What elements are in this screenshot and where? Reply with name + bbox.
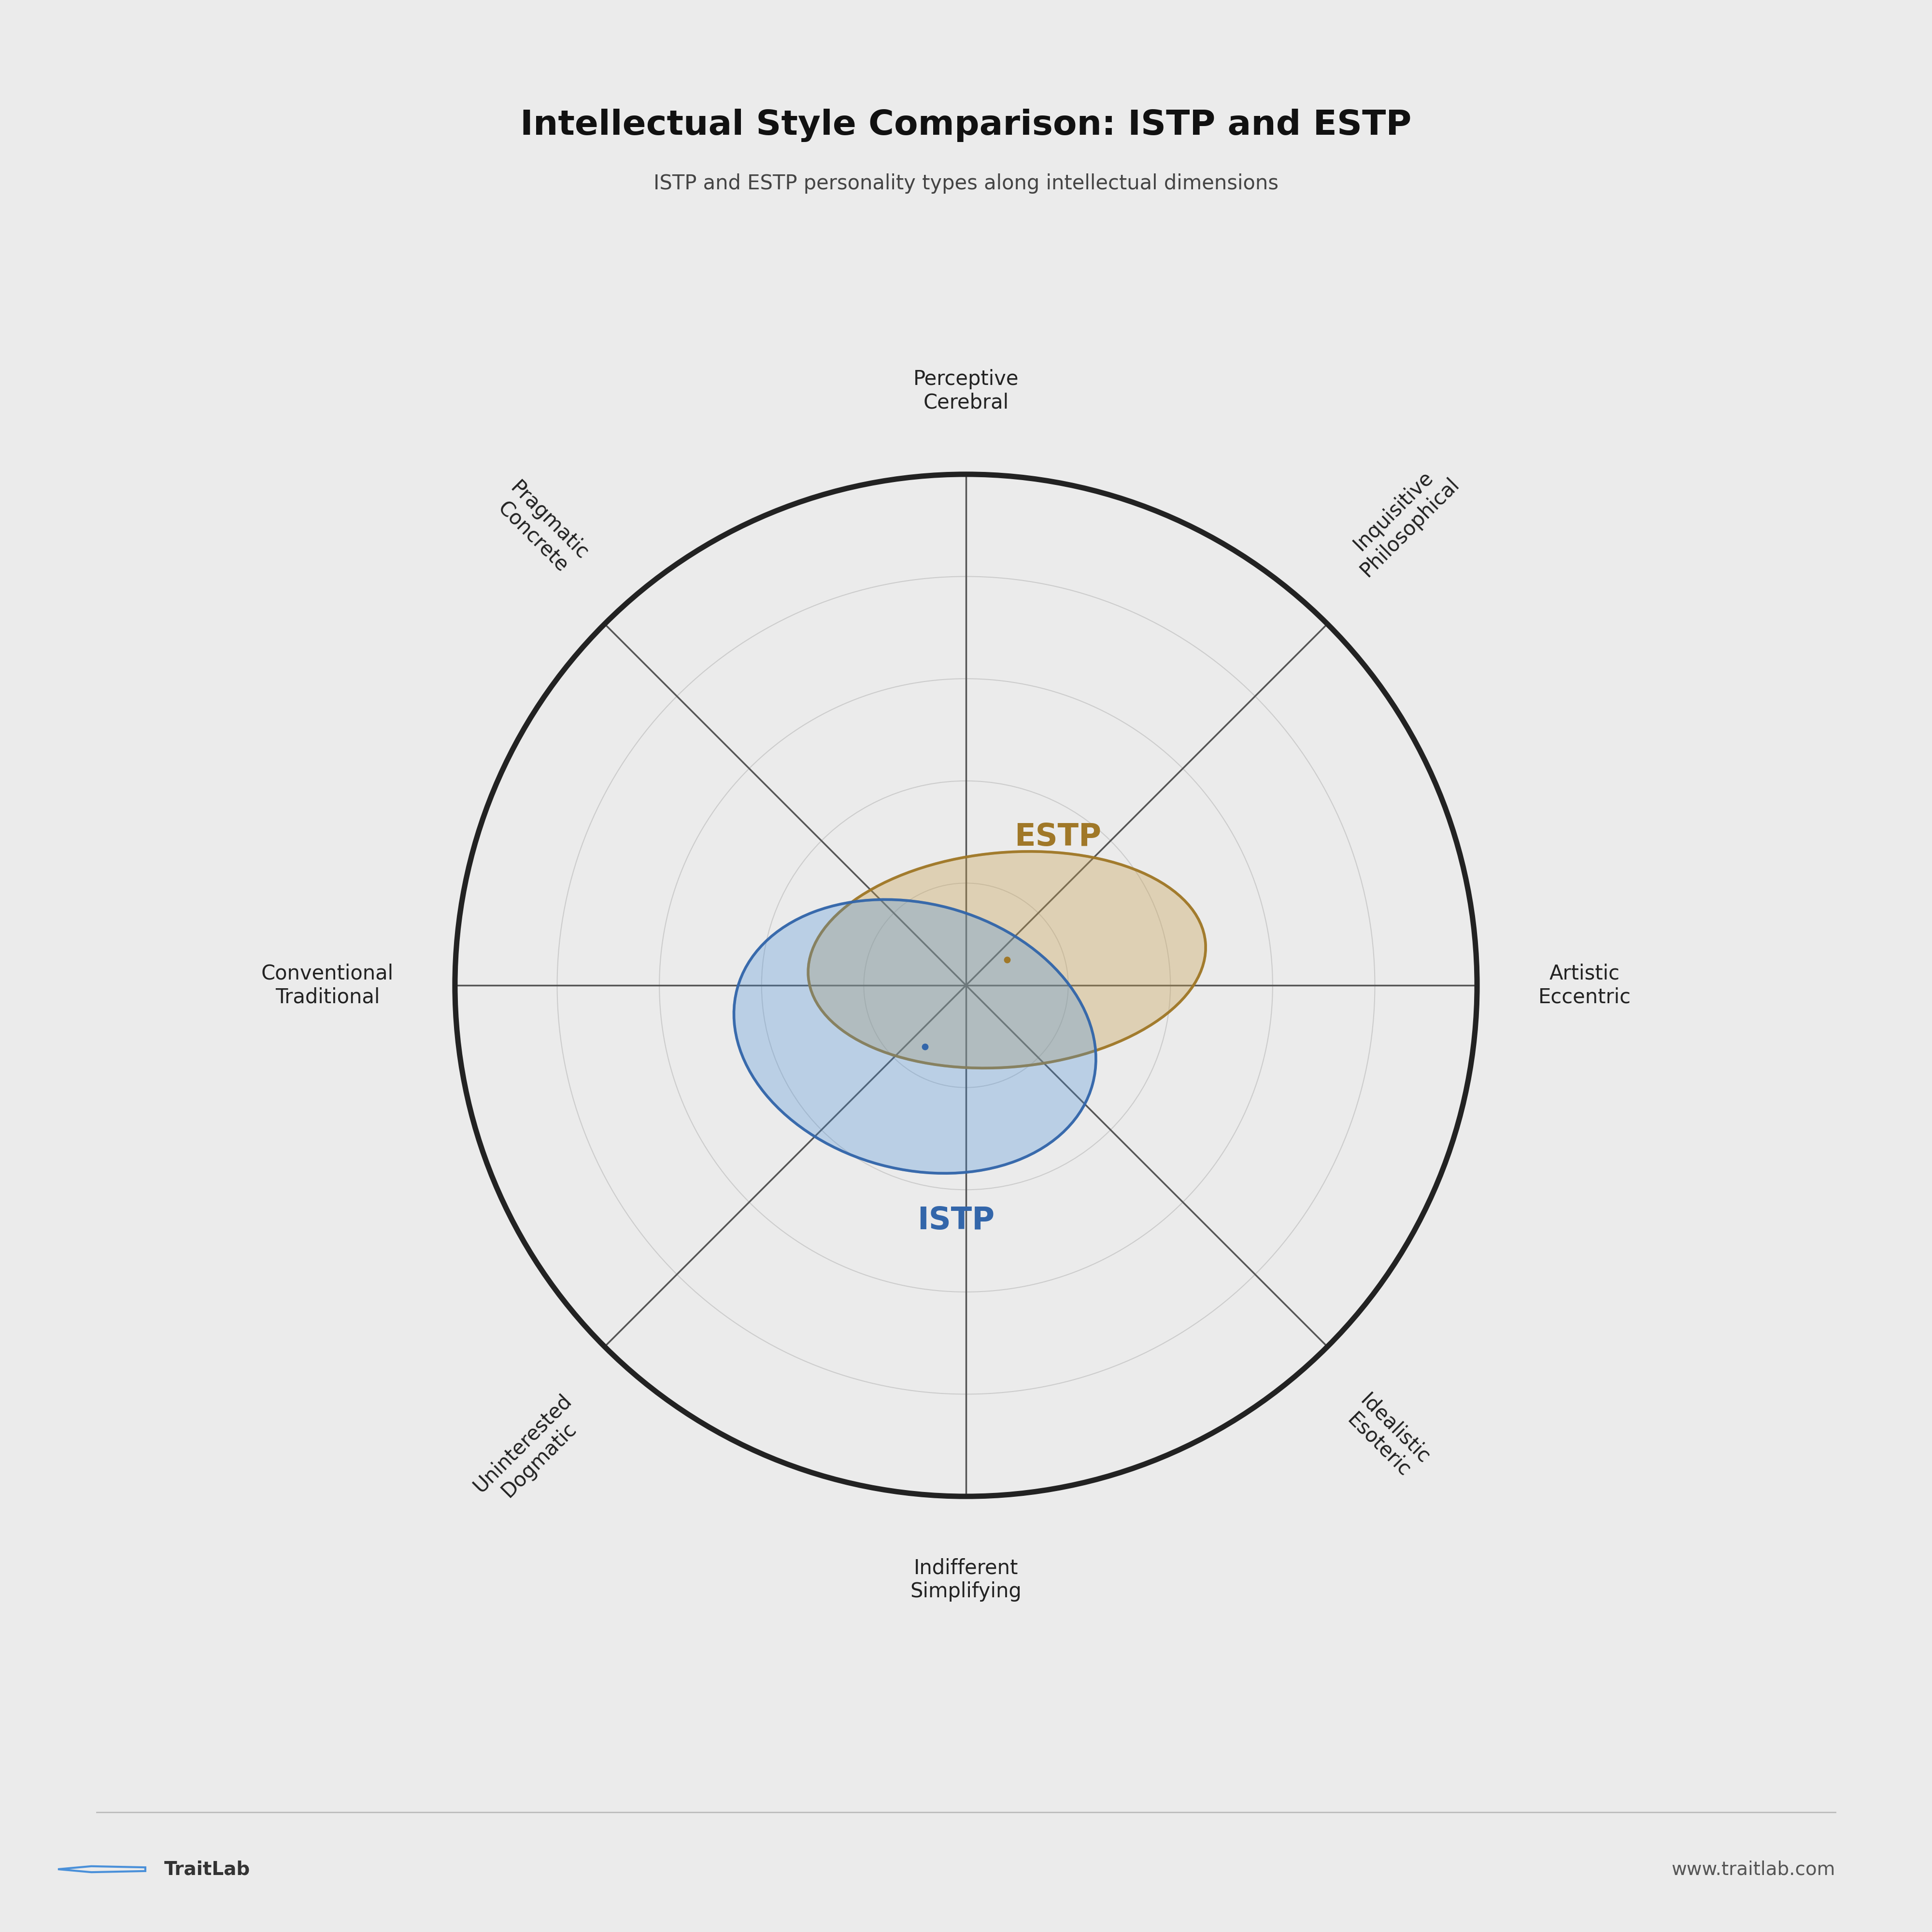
Text: TraitLab: TraitLab (164, 1861, 251, 1878)
Ellipse shape (734, 900, 1095, 1173)
Point (991, 945, 1022, 976)
Text: ISTP and ESTP personality types along intellectual dimensions: ISTP and ESTP personality types along in… (653, 174, 1279, 193)
Text: Uninterested
Dogmatic: Uninterested Dogmatic (469, 1389, 593, 1513)
Text: Perceptive
Cerebral: Perceptive Cerebral (914, 369, 1018, 413)
Text: Idealistic
Esoteric: Idealistic Esoteric (1339, 1389, 1434, 1484)
Ellipse shape (808, 852, 1206, 1068)
Point (910, 1032, 941, 1063)
Text: Artistic
Eccentric: Artistic Eccentric (1538, 964, 1631, 1007)
Text: www.traitlab.com: www.traitlab.com (1671, 1861, 1835, 1878)
Text: Indifferent
Simplifying: Indifferent Simplifying (910, 1557, 1022, 1602)
Text: Pragmatic
Concrete: Pragmatic Concrete (489, 477, 593, 582)
Text: Conventional
Traditional: Conventional Traditional (261, 964, 394, 1007)
Text: Intellectual Style Comparison: ISTP and ESTP: Intellectual Style Comparison: ISTP and … (520, 108, 1412, 143)
Text: Inquisitive
Philosophical: Inquisitive Philosophical (1339, 458, 1463, 582)
Text: ESTP: ESTP (1014, 823, 1101, 852)
Text: ISTP: ISTP (918, 1206, 995, 1235)
